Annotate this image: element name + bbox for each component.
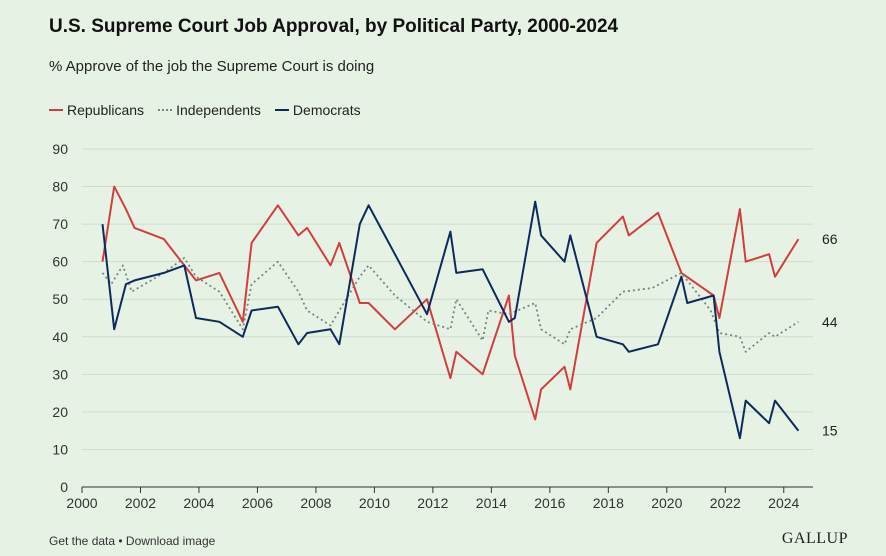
series-line-republicans xyxy=(101,185,800,421)
x-tick-label-2006: 2006 xyxy=(242,495,273,511)
series-line-democrats xyxy=(101,200,800,440)
x-tick-label-2020: 2020 xyxy=(651,495,682,511)
get-data-link[interactable]: Get the data xyxy=(49,534,116,548)
y-tick-label-50: 50 xyxy=(52,291,68,307)
grid-lines xyxy=(82,148,813,488)
x-tick-label-2012: 2012 xyxy=(417,495,448,511)
y-tick-label-20: 20 xyxy=(52,404,68,420)
x-tick-label-2000: 2000 xyxy=(66,495,97,511)
y-tick-label-30: 30 xyxy=(52,366,68,382)
download-image-link[interactable]: Download image xyxy=(125,534,216,548)
x-axis-ticks: 2000 2002 2004 2006 2008 2010 2012 2014 2016 2018… xyxy=(66,487,800,511)
legend-item-democrats: Democrats xyxy=(274,102,361,118)
y-tick-label-10: 10 xyxy=(52,441,68,457)
end-label-republicans: 66 xyxy=(822,231,838,247)
legend-label-independents: Independents xyxy=(176,102,261,118)
y-tick-label-70: 70 xyxy=(52,216,68,232)
y-tick-label-80: 80 xyxy=(52,179,68,195)
y-axis-ticks: 0 10 20 30 40 50 60 70 80 90 xyxy=(52,141,68,495)
x-tick-label-2010: 2010 xyxy=(359,495,390,511)
gallup-logo: GALLUP xyxy=(781,530,848,547)
y-tick-label-40: 40 xyxy=(52,329,68,345)
legend-label-democrats: Democrats xyxy=(292,102,361,118)
x-tick-label-2022: 2022 xyxy=(710,495,741,511)
legend: Republicans Independents Democrats xyxy=(49,102,361,118)
footer: Get the data • Download image xyxy=(49,534,215,548)
x-tick-label-2014: 2014 xyxy=(476,495,507,511)
series-line-independents xyxy=(101,256,799,353)
end-labels: 66 44 15 xyxy=(822,231,838,439)
series-lines xyxy=(101,185,800,440)
x-tick-label-2018: 2018 xyxy=(593,495,624,511)
legend-swatch-independents xyxy=(158,109,173,111)
legend-item-republicans: Republicans xyxy=(49,102,144,118)
x-tick-label-2016: 2016 xyxy=(534,495,565,511)
x-tick-label-2008: 2008 xyxy=(300,495,331,511)
footer-separator: • xyxy=(115,534,126,548)
legend-swatch-democrats xyxy=(274,109,289,111)
legend-swatch-republicans xyxy=(49,109,63,111)
legend-item-independents: Independents xyxy=(158,102,261,118)
y-tick-label-90: 90 xyxy=(52,141,68,157)
legend-label-republicans: Republicans xyxy=(67,102,145,118)
chart-subtitle: % Approve of the job the Supreme Court i… xyxy=(49,58,375,75)
y-tick-label-0: 0 xyxy=(60,479,68,495)
x-tick-label-2002: 2002 xyxy=(125,495,156,511)
y-tick-label-60: 60 xyxy=(52,254,68,270)
end-label-democrats: 15 xyxy=(822,423,838,439)
chart-title: U.S. Supreme Court Job Approval, by Poli… xyxy=(49,16,619,37)
x-tick-label-2024: 2024 xyxy=(768,495,799,511)
end-label-independents: 44 xyxy=(822,314,838,330)
x-tick-label-2004: 2004 xyxy=(183,495,214,511)
